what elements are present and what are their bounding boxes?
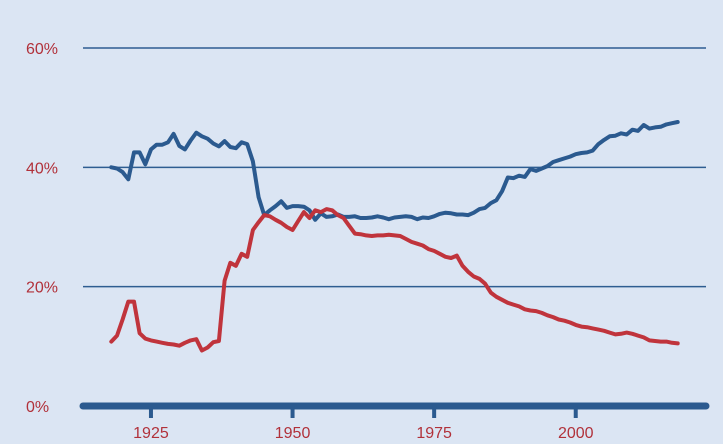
y-tick-label: 0%: [26, 399, 49, 416]
y-tick-label: 20%: [26, 280, 58, 297]
series-line-2: [109, 207, 680, 353]
x-tick-label: 1925: [133, 425, 169, 442]
x-ticks: 1925 1950 1975 2000: [133, 406, 594, 442]
x-tick-label: 1950: [275, 425, 311, 442]
x-tick-label: 2000: [558, 425, 594, 442]
y-tick-label: 60%: [26, 41, 58, 58]
series-lines: [109, 120, 680, 353]
grid-lines: [83, 47, 706, 288]
y-tick-labels: 0% 20% 40% 60%: [26, 41, 58, 416]
y-tick-label: 40%: [26, 160, 58, 177]
series-line-1: [109, 120, 680, 222]
x-tick-label: 1975: [416, 425, 452, 442]
